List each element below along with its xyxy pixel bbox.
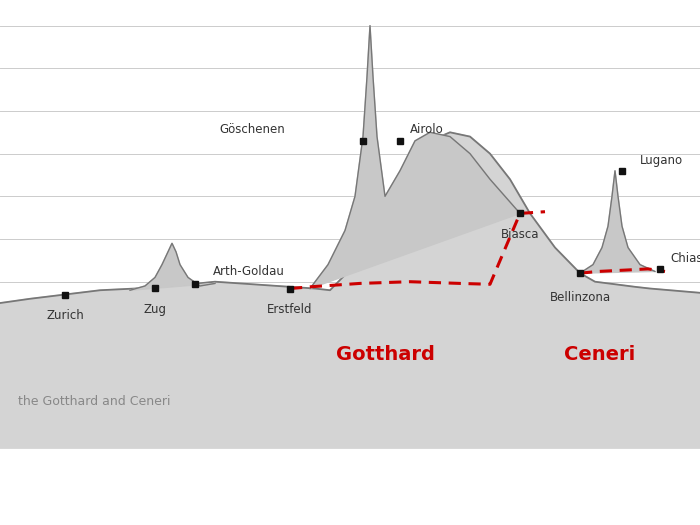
Text: Chiasso: Chiasso [670,252,700,265]
Text: Zurich: Zurich [46,309,84,322]
Text: Gotthard: Gotthard [335,345,435,364]
Text: the Gotthard and Ceneri: the Gotthard and Ceneri [18,395,171,408]
Polygon shape [580,171,655,273]
Text: Göschenen: Göschenen [219,123,285,136]
Text: Airolo: Airolo [410,123,444,136]
Text: Biasca: Biasca [500,228,539,242]
Polygon shape [310,26,520,289]
Text: Erstfeld: Erstfeld [267,303,313,317]
Text: Zug: Zug [144,302,167,316]
Text: Ceneri: Ceneri [564,345,636,364]
Text: Arth-Goldau: Arth-Goldau [213,265,285,278]
Polygon shape [130,243,215,290]
Text: Bellinzona: Bellinzona [550,290,610,303]
Text: Lugano: Lugano [640,154,683,167]
